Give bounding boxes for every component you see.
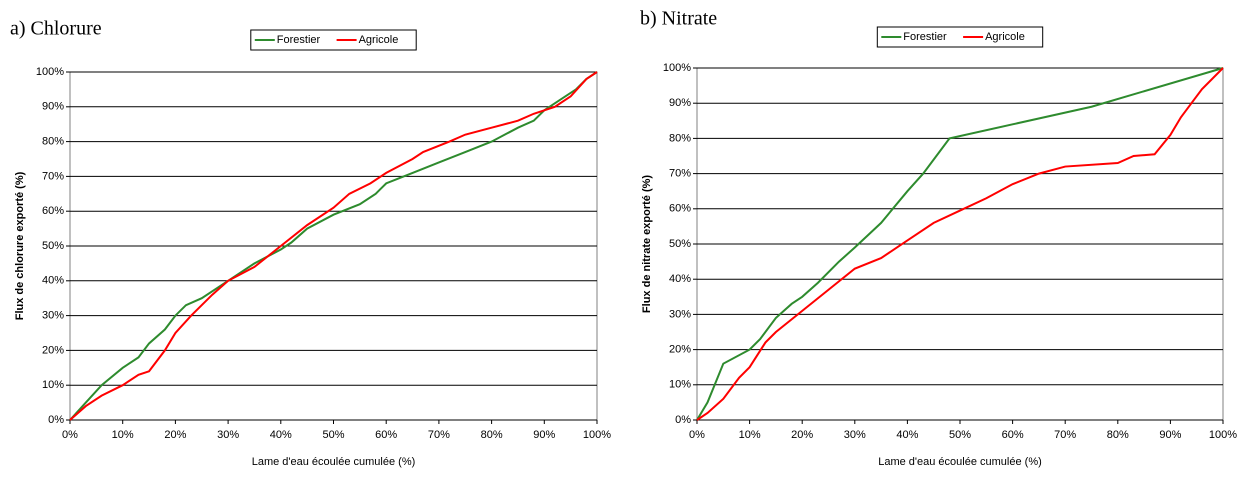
legend-label: Agricole: [985, 31, 1025, 43]
y-tick-label: 100%: [663, 62, 691, 74]
y-tick-label: 30%: [42, 310, 64, 322]
y-axis-label: Flux de nitrate exporté (%): [641, 175, 653, 313]
y-tick-label: 20%: [42, 344, 64, 356]
y-tick-label: 20%: [669, 344, 691, 356]
x-tick-label: 100%: [583, 429, 611, 441]
y-tick-label: 30%: [669, 308, 691, 320]
y-tick-label: 50%: [669, 238, 691, 250]
x-tick-label: 100%: [1209, 429, 1237, 441]
legend-label: Forestier: [277, 34, 321, 46]
y-tick-label: 0%: [48, 414, 64, 426]
y-tick-label: 50%: [42, 240, 64, 252]
y-tick-label: 70%: [42, 170, 64, 182]
x-tick-label: 50%: [322, 429, 344, 441]
series-line: [696, 67, 1224, 421]
y-tick-label: 60%: [669, 203, 691, 215]
y-tick-label: 80%: [669, 132, 691, 144]
x-axis-label: Lame d'eau écoulée cumulée (%): [252, 456, 416, 468]
y-tick-label: 90%: [669, 97, 691, 109]
x-tick-label: 0%: [689, 429, 705, 441]
legend-box: [250, 29, 417, 51]
x-tick-label: 80%: [481, 429, 503, 441]
x-tick-label: 60%: [1002, 429, 1024, 441]
legend-box: [876, 26, 1044, 48]
x-tick-label: 70%: [1054, 429, 1076, 441]
y-tick-label: 100%: [36, 66, 64, 78]
y-tick-label: 40%: [669, 273, 691, 285]
legend-label: Forestier: [903, 31, 947, 43]
series-line: [696, 67, 1224, 421]
series-line: [69, 71, 598, 421]
x-tick-label: 40%: [896, 429, 918, 441]
y-tick-label: 40%: [42, 275, 64, 287]
x-tick-label: 90%: [533, 429, 555, 441]
x-tick-label: 40%: [270, 429, 292, 441]
legend-label: Agricole: [359, 34, 399, 46]
x-tick-label: 20%: [164, 429, 186, 441]
chart-title: a) Chlorure: [10, 18, 102, 40]
y-tick-label: 60%: [42, 205, 64, 217]
y-tick-label: 10%: [42, 379, 64, 391]
x-tick-label: 90%: [1159, 429, 1181, 441]
y-axis-label: Flux de chlorure exporté (%): [14, 171, 26, 320]
x-tick-label: 10%: [739, 429, 761, 441]
x-tick-label: 30%: [844, 429, 866, 441]
y-tick-label: 10%: [669, 379, 691, 391]
y-tick-label: 90%: [42, 101, 64, 113]
x-tick-label: 50%: [949, 429, 971, 441]
x-tick-label: 20%: [791, 429, 813, 441]
x-tick-label: 60%: [375, 429, 397, 441]
chart-title: b) Nitrate: [640, 8, 717, 30]
x-tick-label: 0%: [62, 429, 78, 441]
x-tick-label: 70%: [428, 429, 450, 441]
series-line: [69, 71, 598, 421]
x-tick-label: 30%: [217, 429, 239, 441]
y-tick-label: 70%: [669, 168, 691, 180]
x-axis-label: Lame d'eau écoulée cumulée (%): [878, 456, 1042, 468]
y-tick-label: 0%: [675, 414, 691, 426]
x-tick-label: 80%: [1107, 429, 1129, 441]
x-tick-label: 10%: [112, 429, 134, 441]
y-tick-label: 80%: [42, 136, 64, 148]
